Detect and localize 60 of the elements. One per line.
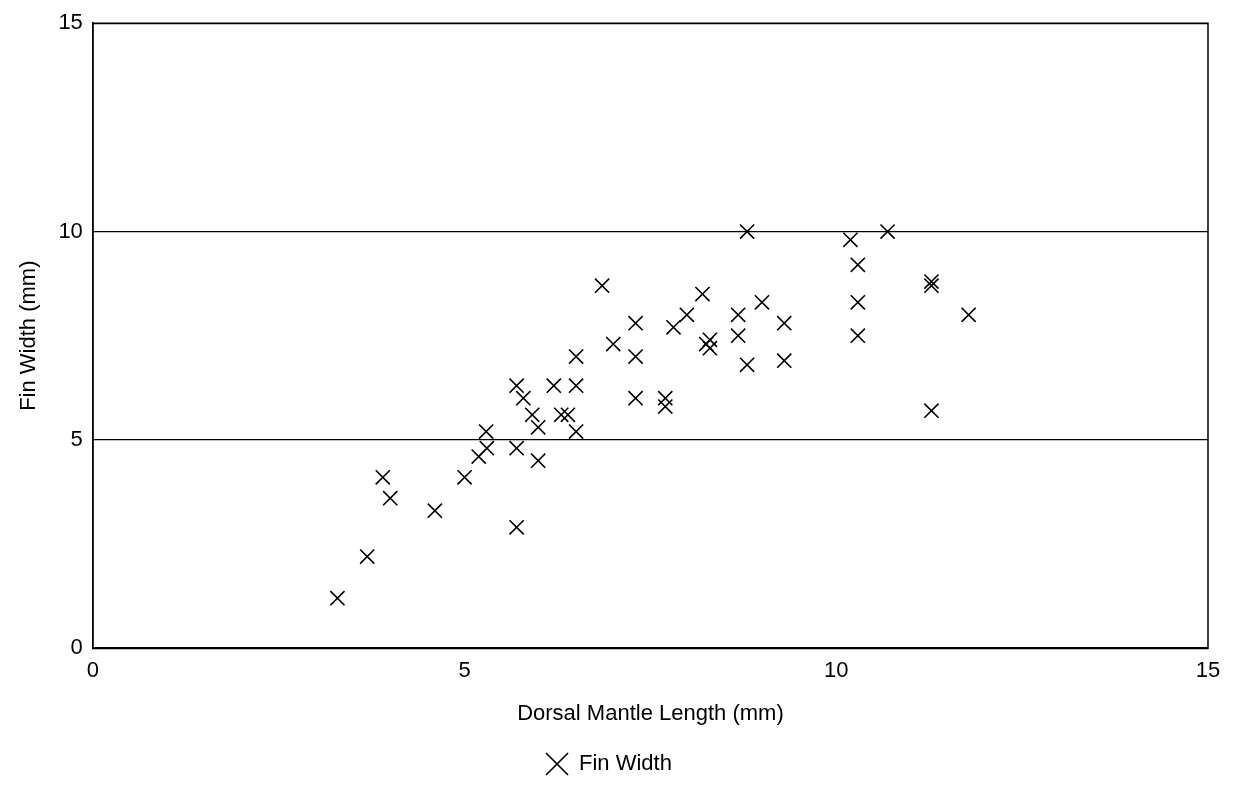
point xyxy=(553,407,570,423)
point xyxy=(849,327,866,344)
point xyxy=(594,277,610,294)
point xyxy=(605,336,622,352)
point xyxy=(849,294,866,311)
point xyxy=(739,223,755,240)
point xyxy=(627,315,644,332)
x-tick-label: 5 xyxy=(458,657,471,683)
y-tick-label: 15 xyxy=(58,9,83,35)
x-axis-title: Dorsal Mantle Length (mm) xyxy=(517,699,784,725)
point xyxy=(694,286,711,302)
point xyxy=(530,419,547,436)
point xyxy=(698,336,715,352)
point xyxy=(508,519,525,536)
point xyxy=(657,398,674,415)
point xyxy=(923,273,940,290)
point xyxy=(879,223,896,240)
point xyxy=(568,348,584,365)
point xyxy=(665,319,682,336)
point xyxy=(508,440,525,457)
legend-label: Fin Width xyxy=(579,750,672,776)
point xyxy=(627,348,644,365)
point xyxy=(515,390,532,407)
point xyxy=(359,548,376,565)
point xyxy=(776,315,793,332)
point xyxy=(730,307,747,323)
point xyxy=(382,490,399,507)
point xyxy=(702,332,718,348)
point xyxy=(374,469,391,486)
point xyxy=(530,452,547,469)
x-tick-label: 10 xyxy=(824,657,849,683)
point xyxy=(508,377,525,394)
point xyxy=(568,423,584,440)
y-tick-label: 10 xyxy=(58,217,83,243)
point xyxy=(627,390,644,407)
point xyxy=(568,377,584,394)
point xyxy=(923,277,940,294)
point xyxy=(678,307,695,323)
point xyxy=(524,407,541,423)
point xyxy=(923,402,940,419)
point xyxy=(739,357,755,373)
point xyxy=(702,340,718,357)
point xyxy=(776,352,793,369)
point xyxy=(426,502,443,519)
y-tick-label: 5 xyxy=(70,425,83,451)
point xyxy=(960,307,977,323)
point xyxy=(730,327,747,344)
point xyxy=(849,257,866,273)
point xyxy=(657,390,674,407)
point xyxy=(470,448,487,465)
point xyxy=(560,407,576,423)
y-axis-title: Fin Width (mm) xyxy=(15,260,41,411)
x-tick-label: 0 xyxy=(86,657,99,683)
point xyxy=(545,377,562,394)
point xyxy=(456,469,473,486)
point xyxy=(842,232,859,248)
point xyxy=(754,294,770,311)
y-tick-label: 0 xyxy=(70,634,83,660)
point xyxy=(329,590,346,607)
x-tick-label: 15 xyxy=(1195,657,1221,683)
